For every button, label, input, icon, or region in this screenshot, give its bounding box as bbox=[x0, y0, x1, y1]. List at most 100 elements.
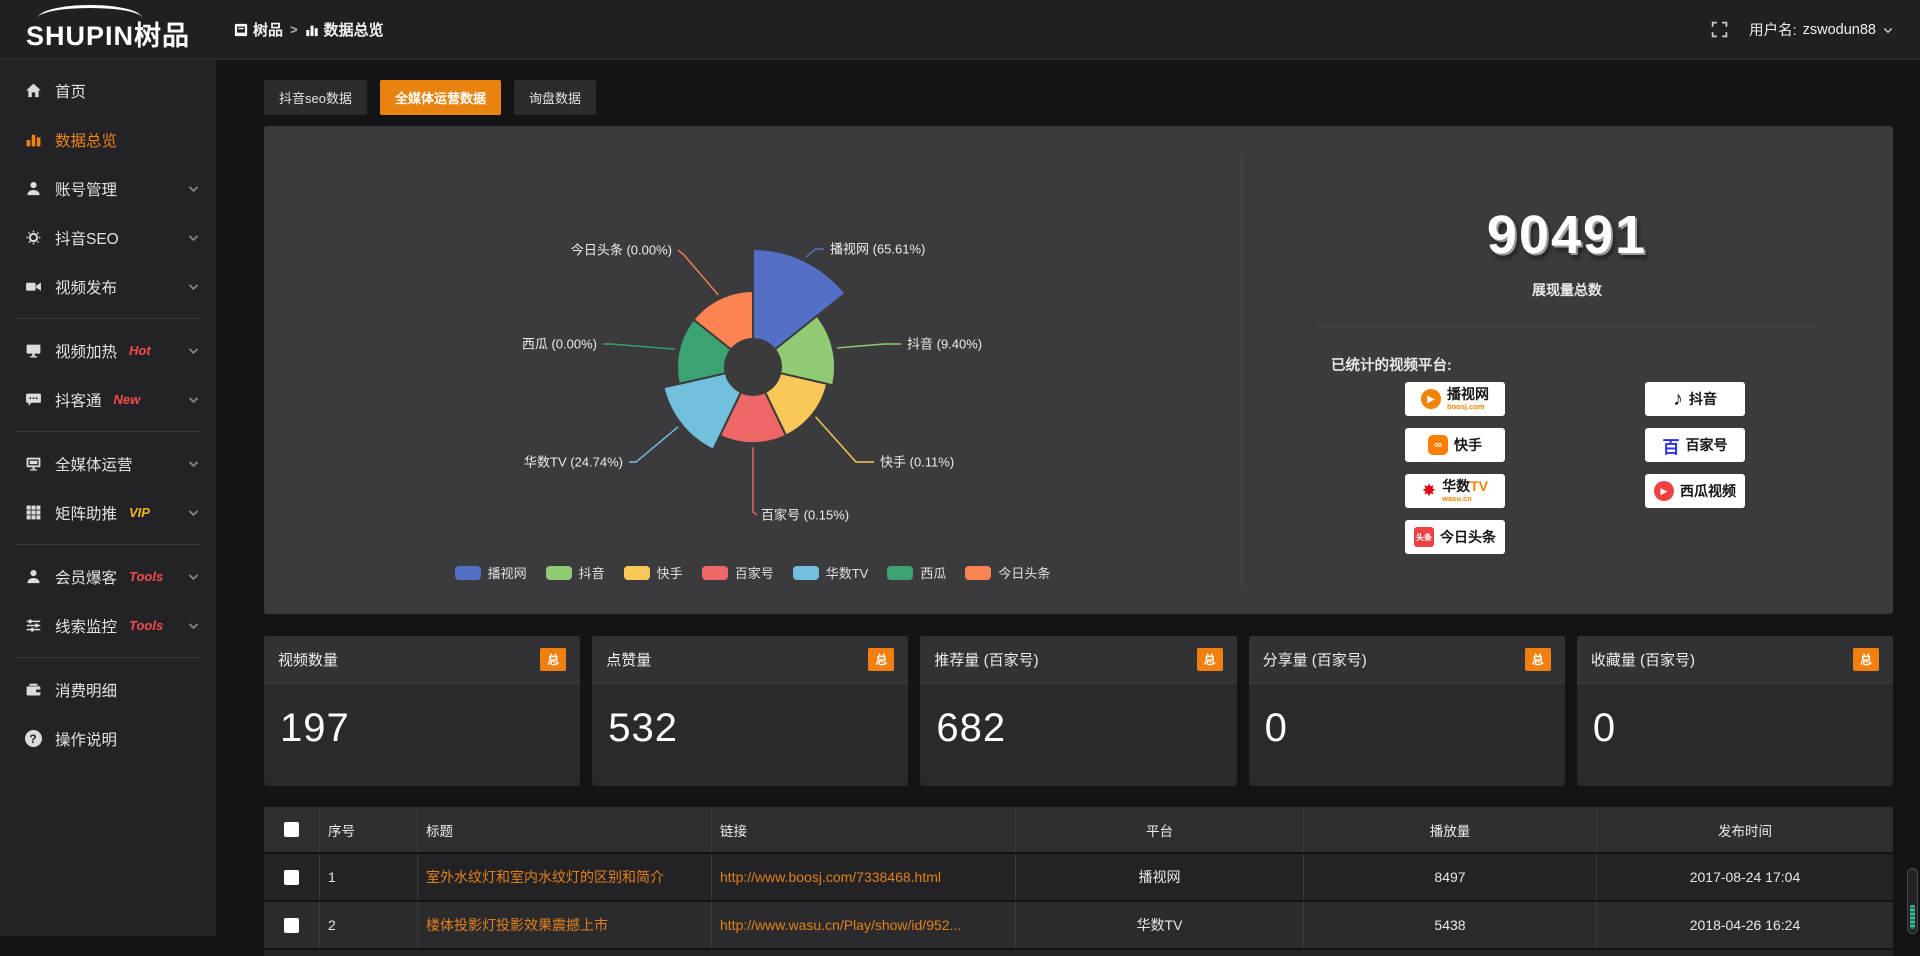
pie-label: 西瓜 (0.00%) bbox=[522, 337, 597, 352]
pie-label-line bbox=[753, 447, 757, 515]
platform-badge-text: 西瓜视频 bbox=[1680, 484, 1736, 498]
legend-label: 快手 bbox=[657, 563, 683, 582]
cell-title-link[interactable]: 楼体投影灯投影效果震撼上市 bbox=[417, 902, 711, 948]
row-checkbox[interactable] bbox=[284, 870, 299, 885]
sidebar-item-数据总览[interactable]: 数据总览 bbox=[0, 115, 216, 164]
sidebar-item-label: 账号管理 bbox=[55, 178, 117, 200]
impressions-total-value: 90491 bbox=[1241, 204, 1893, 266]
platform-badge-西瓜视频: ▶西瓜视频 bbox=[1645, 474, 1745, 508]
legend-label: 播视网 bbox=[488, 563, 527, 582]
cell-platform: 播视网 bbox=[1015, 854, 1303, 900]
stat-card-title: 收藏量 (百家号) bbox=[1591, 649, 1695, 670]
legend-item-今日头条[interactable]: 今日头条 bbox=[965, 563, 1050, 582]
platforms-caption: 已统计的视频平台: bbox=[1331, 354, 1452, 375]
kuaishou-logo: ∞ bbox=[1428, 435, 1448, 455]
chevron-down-icon bbox=[187, 570, 200, 583]
legend-swatch bbox=[624, 566, 650, 580]
cell-url-link[interactable]: http://www.wasu.cn/Play/show/id/952... bbox=[711, 902, 1015, 948]
cell-seq: 2 bbox=[319, 902, 417, 948]
sidebar-item-首页[interactable]: 首页 bbox=[0, 66, 216, 115]
legend-item-西瓜[interactable]: 西瓜 bbox=[887, 563, 946, 582]
sidebar-item-label: 抖音SEO bbox=[55, 227, 119, 249]
table-header-播放量: 播放量 bbox=[1303, 807, 1596, 852]
sidebar-item-badge: Tools bbox=[129, 618, 163, 633]
pie-label-line bbox=[837, 344, 901, 348]
chevron-down-icon bbox=[187, 457, 200, 470]
cell-published: 2017-08-24 17:04 bbox=[1596, 854, 1893, 900]
table-header-序号: 序号 bbox=[319, 807, 417, 852]
pie-label: 百家号 (0.15%) bbox=[761, 508, 849, 523]
stat-card-推荐量 (百家号): 推荐量 (百家号)总682 bbox=[920, 636, 1236, 786]
cell-url-link[interactable]: http://www.boosj.com/7338468.html bbox=[711, 854, 1015, 900]
data-tabs: 抖音seo数据全媒体运营数据询盘数据 bbox=[264, 80, 1893, 115]
pie-label-line bbox=[629, 427, 678, 462]
row-checkbox-cell bbox=[264, 854, 319, 900]
select-all-checkbox[interactable] bbox=[284, 822, 299, 837]
sidebar-item-全媒体运营[interactable]: 全媒体运营 bbox=[0, 439, 216, 488]
wallet-icon bbox=[24, 681, 42, 699]
breadcrumb-root[interactable]: 树品 bbox=[234, 19, 283, 40]
pie-label-line bbox=[806, 249, 824, 257]
pie-label: 快手 (0.11%) bbox=[880, 455, 954, 470]
sidebar-item-badge: VIP bbox=[129, 505, 150, 520]
tab-抖音seo数据[interactable]: 抖音seo数据 bbox=[264, 80, 367, 115]
stat-card-header: 分享量 (百家号)总 bbox=[1249, 636, 1565, 684]
sidebar-item-消费明细[interactable]: 消费明细 bbox=[0, 665, 216, 714]
total-badge: 总 bbox=[868, 648, 894, 671]
pie-label: 播视网 (65.61%) bbox=[830, 242, 925, 257]
breadcrumb-current[interactable]: 数据总览 bbox=[305, 19, 384, 40]
sidebar-divider bbox=[16, 657, 200, 658]
cell-title-link[interactable]: 室外水纹灯和室内水纹灯的区别和简介 bbox=[417, 854, 711, 900]
sidebar-item-label: 首页 bbox=[55, 80, 86, 102]
platform-badge-text: 快手 bbox=[1454, 438, 1482, 452]
app-window-icon bbox=[234, 23, 248, 37]
user-menu[interactable]: 用户名: zswodun88 bbox=[1749, 19, 1894, 40]
platform-name: 快手 bbox=[1454, 438, 1482, 452]
platform-pie-chart: 播视网 (65.61%)抖音 (9.40%)快手 (0.11%)百家号 (0.1… bbox=[264, 126, 1241, 614]
chevron-down-icon bbox=[187, 393, 200, 406]
sidebar-item-label: 视频加热 bbox=[55, 340, 117, 362]
row-checkbox[interactable] bbox=[284, 918, 299, 933]
fullscreen-icon[interactable] bbox=[1711, 21, 1729, 39]
platform-badge-快手: ∞ 快手 bbox=[1405, 428, 1505, 462]
platform-name: 西瓜视频 bbox=[1680, 484, 1736, 498]
row-checkbox-cell bbox=[264, 902, 319, 948]
total-badge: 总 bbox=[1525, 648, 1551, 671]
breadcrumb-separator: > bbox=[290, 22, 298, 37]
user-icon bbox=[24, 180, 42, 198]
legend-item-华数TV[interactable]: 华数TV bbox=[793, 563, 869, 582]
legend-item-快手[interactable]: 快手 bbox=[624, 563, 683, 582]
breadcrumb: 树品 > 数据总览 bbox=[234, 19, 384, 40]
pie-label-line bbox=[603, 344, 675, 349]
platform-subtitle: wasu.cn bbox=[1442, 495, 1472, 503]
legend-item-百家号[interactable]: 百家号 bbox=[702, 563, 774, 582]
scrollbar-thumb[interactable] bbox=[1910, 905, 1915, 929]
table-header-标题: 标题 bbox=[417, 807, 711, 852]
grid-icon bbox=[24, 504, 42, 522]
sidebar-item-账号管理[interactable]: 账号管理 bbox=[0, 164, 216, 213]
legend-item-抖音[interactable]: 抖音 bbox=[546, 563, 605, 582]
sidebar-item-视频发布[interactable]: 视频发布 bbox=[0, 262, 216, 311]
stat-card-title: 视频数量 bbox=[278, 649, 338, 670]
home-icon bbox=[24, 82, 42, 100]
sidebar-item-抖音SEO[interactable]: 抖音SEO bbox=[0, 213, 216, 262]
legend-item-播视网[interactable]: 播视网 bbox=[455, 563, 527, 582]
sidebar-item-操作说明[interactable]: ?操作说明 bbox=[0, 714, 216, 763]
pie-label-line bbox=[678, 250, 718, 295]
sidebar-item-badge: Tools bbox=[129, 569, 163, 584]
cell-published: 2018-04-26 16:24 bbox=[1596, 902, 1893, 948]
tab-询盘数据[interactable]: 询盘数据 bbox=[514, 80, 596, 115]
total-badge: 总 bbox=[540, 648, 566, 671]
tab-全媒体运营数据[interactable]: 全媒体运营数据 bbox=[380, 80, 501, 115]
